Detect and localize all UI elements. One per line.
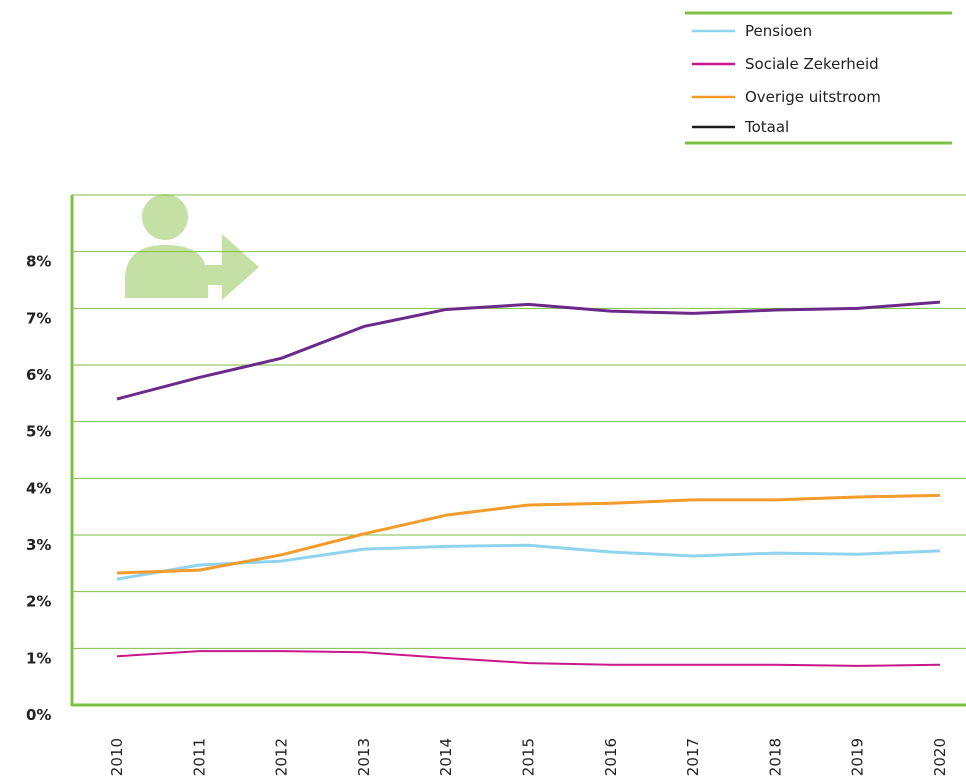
y-tick-label: 5%	[26, 423, 51, 441]
x-tick-label: 2016	[602, 738, 620, 776]
x-tick-label: 2015	[520, 738, 538, 776]
series-line	[116, 300, 941, 401]
y-tick-label: 1%	[26, 649, 51, 667]
legend-label: Totaal	[744, 118, 789, 136]
series-line	[116, 543, 941, 581]
x-tick-label: 2010	[108, 738, 126, 776]
x-tick-label: 2012	[273, 738, 291, 776]
y-tick-label: 8%	[26, 253, 51, 271]
y-tick-label: 4%	[26, 479, 51, 497]
series-line	[116, 650, 941, 667]
x-tick-label: 2014	[437, 738, 455, 776]
legend-label: Pensioen	[745, 22, 812, 40]
y-tick-label: 7%	[26, 309, 51, 327]
y-tick-label: 0%	[26, 706, 51, 724]
legend-label: Sociale Zekerheid	[745, 55, 879, 73]
x-tick-label: 2019	[849, 738, 867, 776]
legend-label: Overige uitstroom	[745, 88, 881, 106]
y-tick-label: 2%	[26, 593, 51, 611]
y-tick-label: 3%	[26, 536, 51, 554]
x-tick-label: 2017	[684, 738, 702, 776]
y-tick-label: 6%	[26, 366, 51, 384]
x-tick-label: 2018	[766, 738, 784, 776]
icon	[125, 194, 259, 300]
x-tick-label: 2011	[190, 738, 208, 776]
x-tick-label: 2013	[355, 738, 373, 776]
x-tick-label: 2020	[931, 738, 949, 776]
series-line	[116, 493, 941, 575]
